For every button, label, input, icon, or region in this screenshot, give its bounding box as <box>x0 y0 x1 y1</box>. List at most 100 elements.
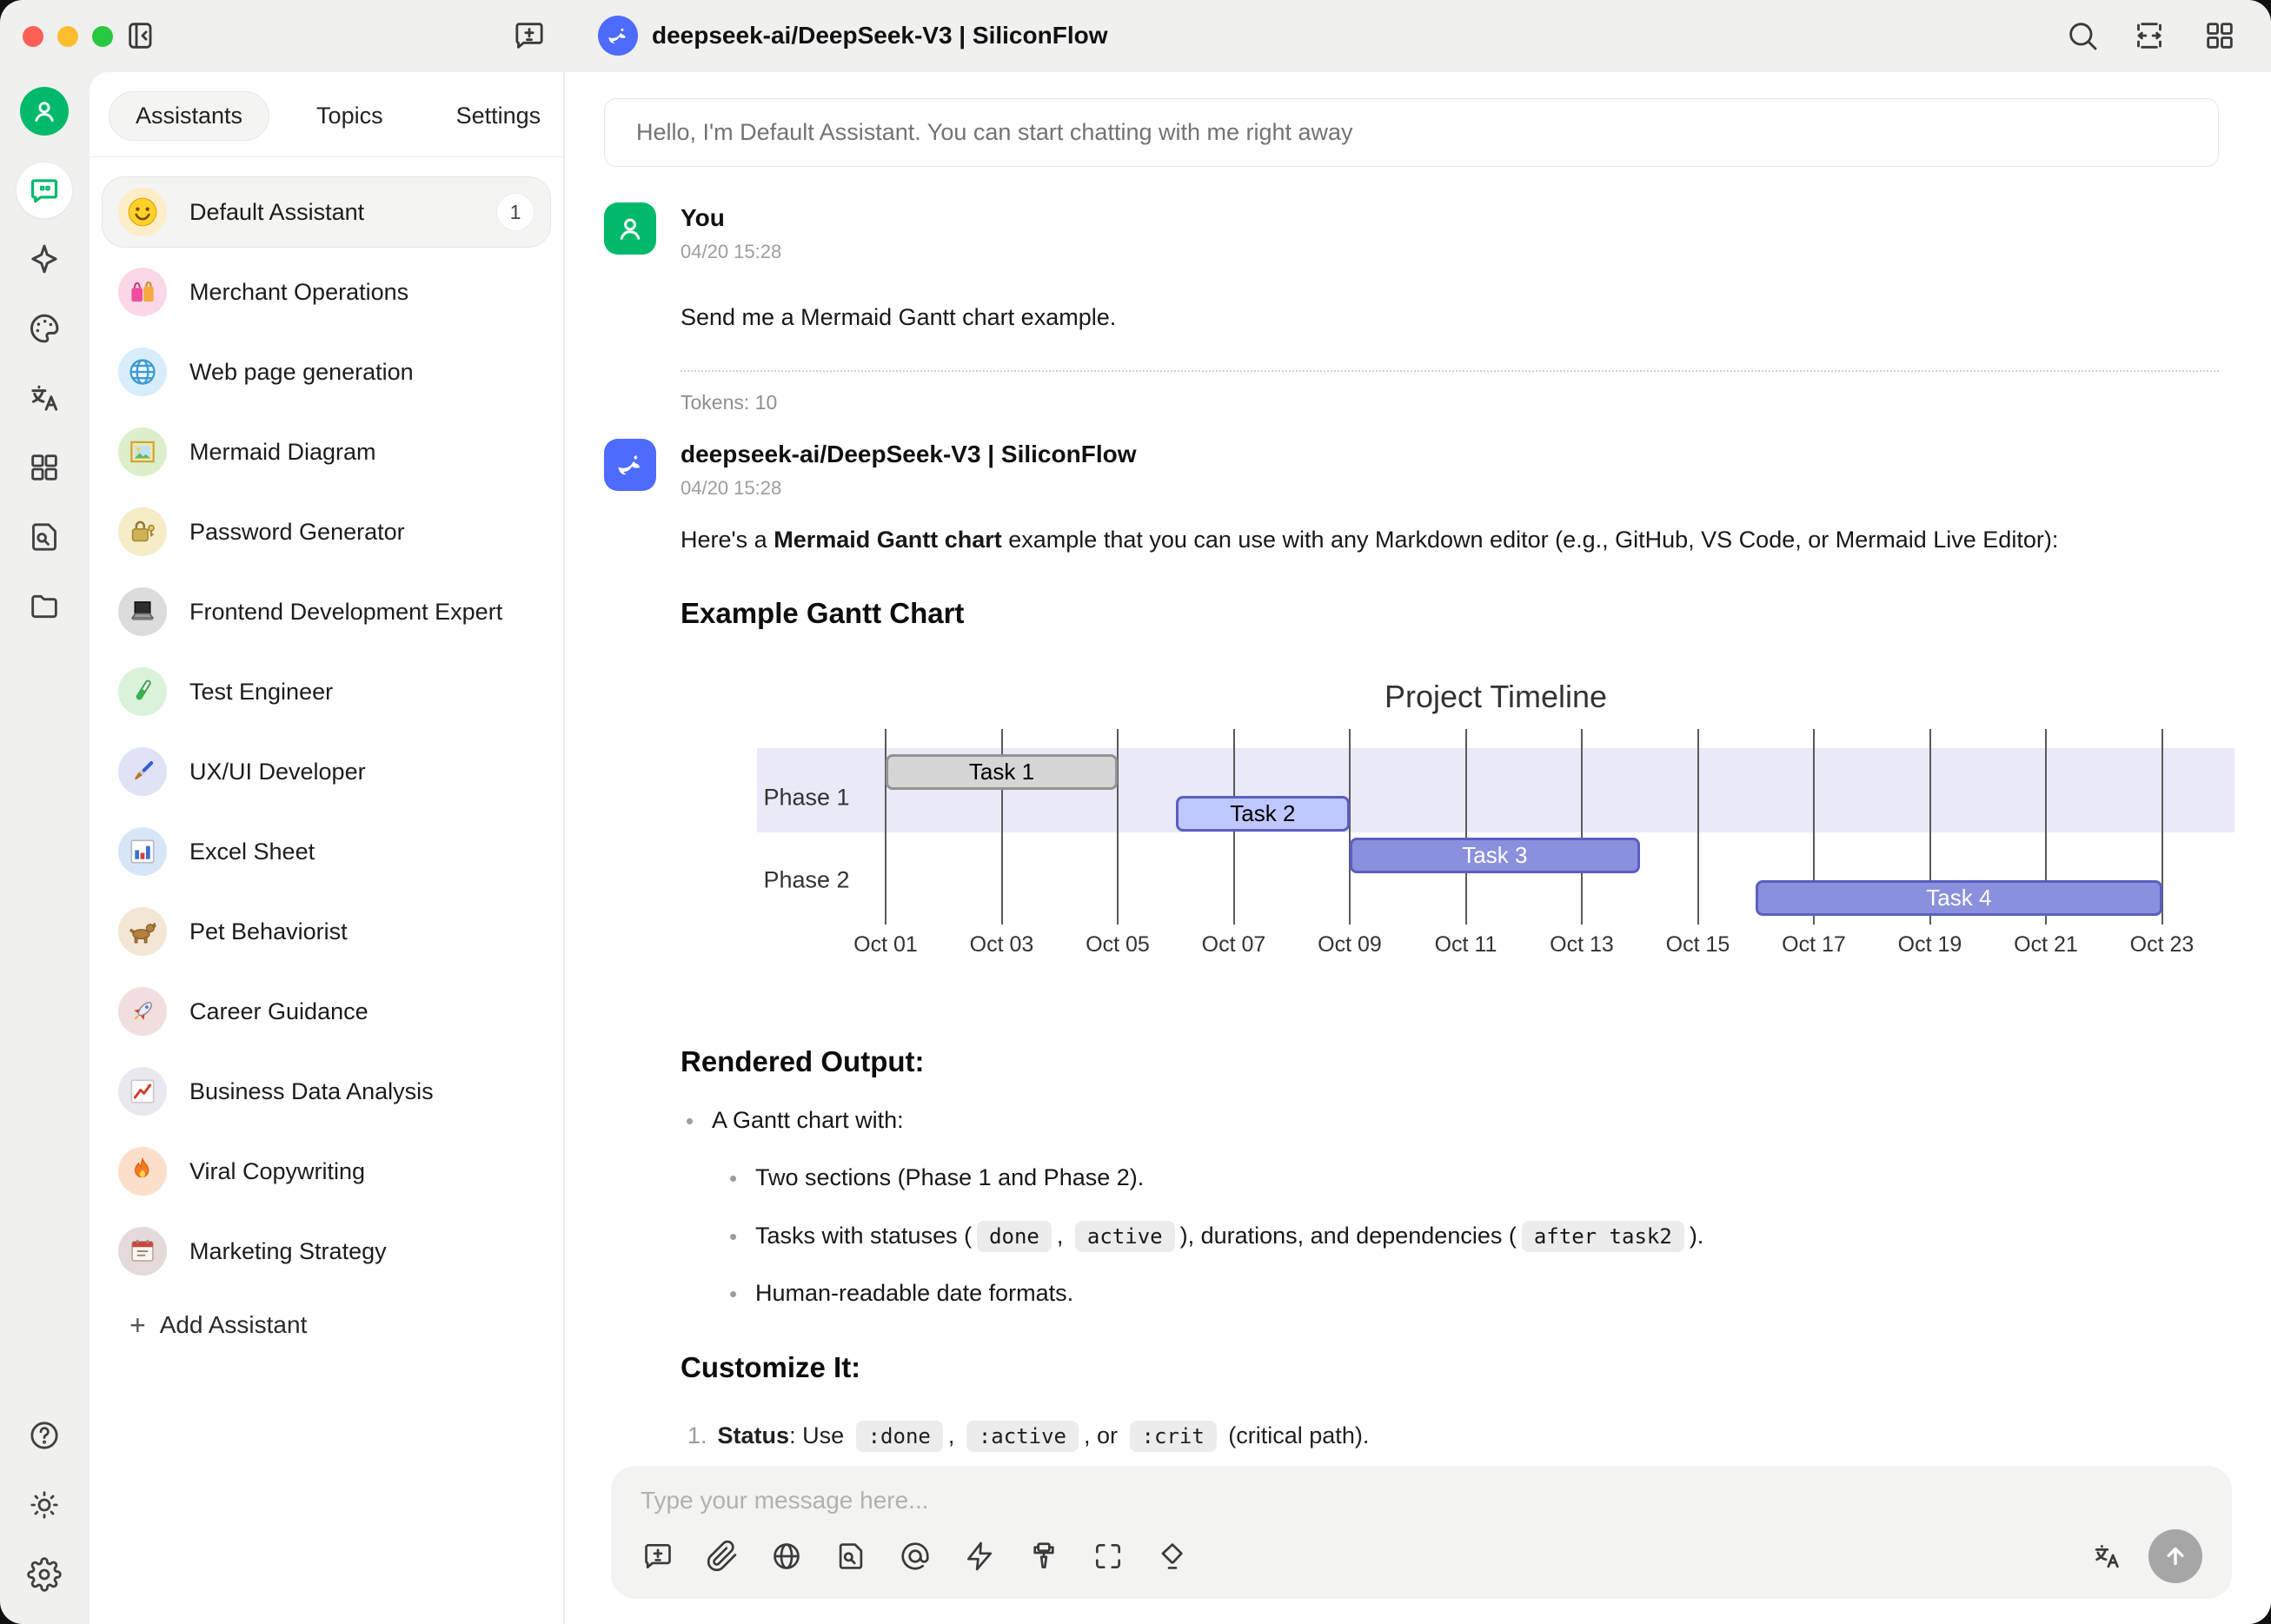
assistant-item-mermaid[interactable]: Mermaid Diagram <box>102 416 551 487</box>
assistant-name: Frontend Development Expert <box>189 598 503 625</box>
new-topic-icon[interactable] <box>641 1539 675 1574</box>
message-input-container: Type your message here... <box>611 1466 2232 1599</box>
assistant-item-career[interactable]: Career Guidance <box>102 976 551 1047</box>
list-item: 1. Status: Use :done, :active, or :crit (… <box>687 1420 2219 1452</box>
paintings-palette-icon[interactable] <box>26 310 63 347</box>
close-window-button[interactable] <box>23 26 43 47</box>
minimize-window-button[interactable] <box>57 26 78 47</box>
tab-assistants[interactable]: Assistants <box>109 91 270 141</box>
knowledge-file-search-icon[interactable] <box>27 520 62 554</box>
assistant-name: Pet Behaviorist <box>189 918 348 945</box>
message-input[interactable]: Type your message here... <box>641 1487 929 1514</box>
assistant-item-uxui[interactable]: UX/UI Developer <box>102 736 551 807</box>
assistant-name: Marketing Strategy <box>189 1237 387 1264</box>
assistant-message: deepseek-ai/DeepSeek-V3 | SiliconFlow 04… <box>604 439 2234 1452</box>
gantt-grid-line <box>2161 728 2163 925</box>
knowledge-icon[interactable] <box>833 1539 868 1574</box>
apps-grid-icon[interactable] <box>2201 17 2238 54</box>
token-count: Tokens: 10 <box>681 390 778 414</box>
assistant-item-merchant[interactable]: Merchant Operations <box>102 256 551 328</box>
assistant-item-bizdata[interactable]: Business Data Analysis <box>102 1056 551 1127</box>
sidebar-tabs: Assistants Topics Settings <box>90 72 563 156</box>
gantt-axis-tick: Oct 05 <box>1086 931 1150 957</box>
gantt-grid-line <box>1464 728 1467 925</box>
assistant-list: Default Assistant 1 Merchant Operations … <box>90 169 563 1287</box>
gantt-section-label: Phase 2 <box>763 866 850 893</box>
help-icon[interactable] <box>27 1418 62 1453</box>
topic-count-badge: 1 <box>496 193 535 231</box>
assistant-item-marketing[interactable]: Marketing Strategy <box>102 1216 551 1287</box>
gantt-axis-tick: Oct 03 <box>969 931 1034 957</box>
user-message: You 04/20 15:28 Send me a Mermaid Gantt … <box>604 202 2219 414</box>
gantt-chart: Project Timeline Oct 01 Oct 03 Oct 05 Oct 0… <box>757 679 2234 957</box>
files-folder-icon[interactable] <box>27 589 62 624</box>
assistant-name: Business Data Analysis <box>189 1077 434 1104</box>
gantt-grid-line <box>1697 728 1699 925</box>
fire-icon <box>118 1147 167 1196</box>
shopping-bags-icon <box>118 268 167 316</box>
gantt-axis-tick: Oct 01 <box>853 931 918 957</box>
icon-rail <box>0 72 90 1624</box>
assistant-item-frontend[interactable]: Frontend Development Expert <box>102 576 551 647</box>
web-search-icon[interactable] <box>769 1539 804 1574</box>
assistant-name: Test Engineer <box>189 678 334 705</box>
toggle-width-icon[interactable] <box>2131 17 2168 54</box>
assistant-item-viral[interactable]: Viral Copywriting <box>102 1136 551 1207</box>
translate-icon[interactable] <box>26 380 63 416</box>
gantt-grid-line <box>1929 728 1931 925</box>
lock-with-key-icon <box>118 507 167 556</box>
attachment-icon[interactable] <box>705 1539 740 1574</box>
add-assistant-label: Add Assistant <box>159 1311 308 1338</box>
new-topic-icon[interactable] <box>511 17 548 54</box>
assistant-name: Viral Copywriting <box>189 1157 366 1184</box>
smiley-icon <box>118 188 167 236</box>
gantt-grid-line <box>1000 728 1003 925</box>
assistant-name: Default Assistant <box>189 198 365 225</box>
zoom-window-button[interactable] <box>92 26 113 47</box>
gantt-axis-tick: Oct 17 <box>1782 931 1846 957</box>
search-icon[interactable] <box>2064 17 2101 54</box>
list-item: Two sections (Phase 1 and Phase 2). <box>724 1160 2219 1196</box>
assistant-item-password[interactable]: Password Generator <box>102 496 551 567</box>
test-tube-icon <box>118 667 167 716</box>
add-assistant-button[interactable]: + Add Assistant <box>129 1311 563 1339</box>
chart-heading: Example Gantt Chart <box>681 596 965 629</box>
chat-icon[interactable] <box>17 162 72 218</box>
settings-gear-icon[interactable] <box>27 1557 62 1592</box>
chart-increasing-icon <box>118 1067 167 1116</box>
gantt-task-bar: Task 2 <box>1175 796 1350 832</box>
theme-sun-icon[interactable] <box>27 1488 62 1522</box>
assistant-greeting-banner: Hello, I'm Default Assistant. You can st… <box>604 98 2219 167</box>
translate-icon[interactable] <box>2089 1539 2124 1574</box>
expand-icon[interactable] <box>1091 1539 1126 1574</box>
agents-sparkle-icon[interactable] <box>26 241 63 277</box>
bar-chart-icon <box>118 827 167 876</box>
tab-settings[interactable]: Settings <box>455 103 541 129</box>
assistant-item-webpage[interactable]: Web page generation <box>102 336 551 408</box>
assistant-name: Password Generator <box>189 518 405 545</box>
user-avatar[interactable] <box>20 87 69 136</box>
gantt-task-bar: Task 3 <box>1350 838 1640 874</box>
chat-title: deepseek-ai/DeepSeek-V3 | SiliconFlow <box>598 16 1107 56</box>
assistant-name: Merchant Operations <box>189 278 409 305</box>
paintbrush-icon[interactable] <box>1026 1539 1061 1574</box>
mention-icon[interactable] <box>898 1539 933 1574</box>
assistant-item-excel[interactable]: Excel Sheet <box>102 816 551 887</box>
titlebar: deepseek-ai/DeepSeek-V3 | SiliconFlow <box>0 0 2271 72</box>
assistant-item-default[interactable]: Default Assistant 1 <box>102 176 551 248</box>
assistant-message-avatar <box>604 439 656 491</box>
assistant-item-pet[interactable]: Pet Behaviorist <box>102 896 551 967</box>
tab-topics[interactable]: Topics <box>316 103 383 129</box>
assistant-name: Excel Sheet <box>189 838 315 865</box>
send-button[interactable] <box>2148 1529 2202 1583</box>
mini-apps-grid-icon[interactable] <box>27 450 62 485</box>
intro-paragraph: Here's a Mermaid Gantt chart example tha… <box>681 527 2059 553</box>
clear-context-icon[interactable] <box>1155 1539 1190 1574</box>
message-timestamp: 04/20 15:28 <box>681 241 782 262</box>
customize-heading: Customize It: <box>681 1350 861 1383</box>
input-toolbar <box>641 1529 2202 1583</box>
collapse-sidebar-icon[interactable] <box>123 17 160 54</box>
gantt-axis-tick: Oct 11 <box>1434 931 1497 957</box>
quick-phrases-icon[interactable] <box>962 1539 997 1574</box>
assistant-item-test[interactable]: Test Engineer <box>102 656 551 727</box>
